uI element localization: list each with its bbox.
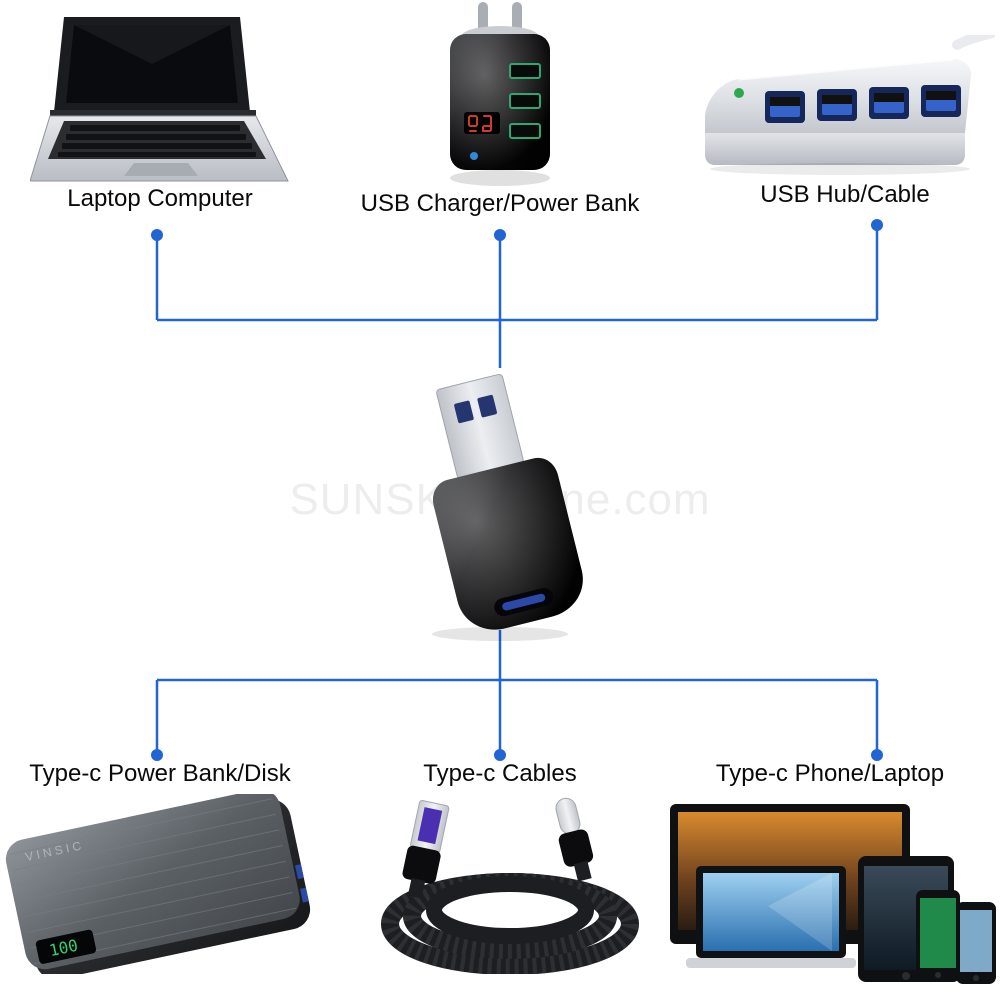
node-adapter: [400, 372, 600, 642]
hub-label: USB Hub/Cable: [760, 181, 929, 209]
adapter-icon: [400, 372, 600, 642]
type-c-cable-icon: [340, 794, 660, 974]
cables-label: Type-c Cables: [423, 760, 576, 788]
charger-label: USB Charger/Power Bank: [361, 190, 640, 218]
laptop-label: Laptop Computer: [67, 185, 252, 213]
devices-icon: [660, 794, 1000, 994]
charger-icon: [400, 0, 600, 190]
node-cables: Type-c Cables: [330, 760, 670, 974]
node-powerbank: Type-c Power Bank/Disk: [0, 760, 320, 974]
node-devices: Type-c Phone/Laptop: [660, 760, 1000, 994]
powerbank-label: Type-c Power Bank/Disk: [29, 760, 290, 788]
node-hub: USB Hub/Cable: [690, 35, 1000, 209]
node-charger: USB Charger/Power Bank: [390, 0, 610, 218]
devices-label: Type-c Phone/Laptop: [716, 760, 944, 788]
laptop-icon: [30, 15, 290, 185]
power-bank-icon: 100 V I N S I C: [5, 794, 315, 974]
usb-hub-icon: [695, 35, 995, 175]
node-laptop: Laptop Computer: [20, 15, 300, 213]
